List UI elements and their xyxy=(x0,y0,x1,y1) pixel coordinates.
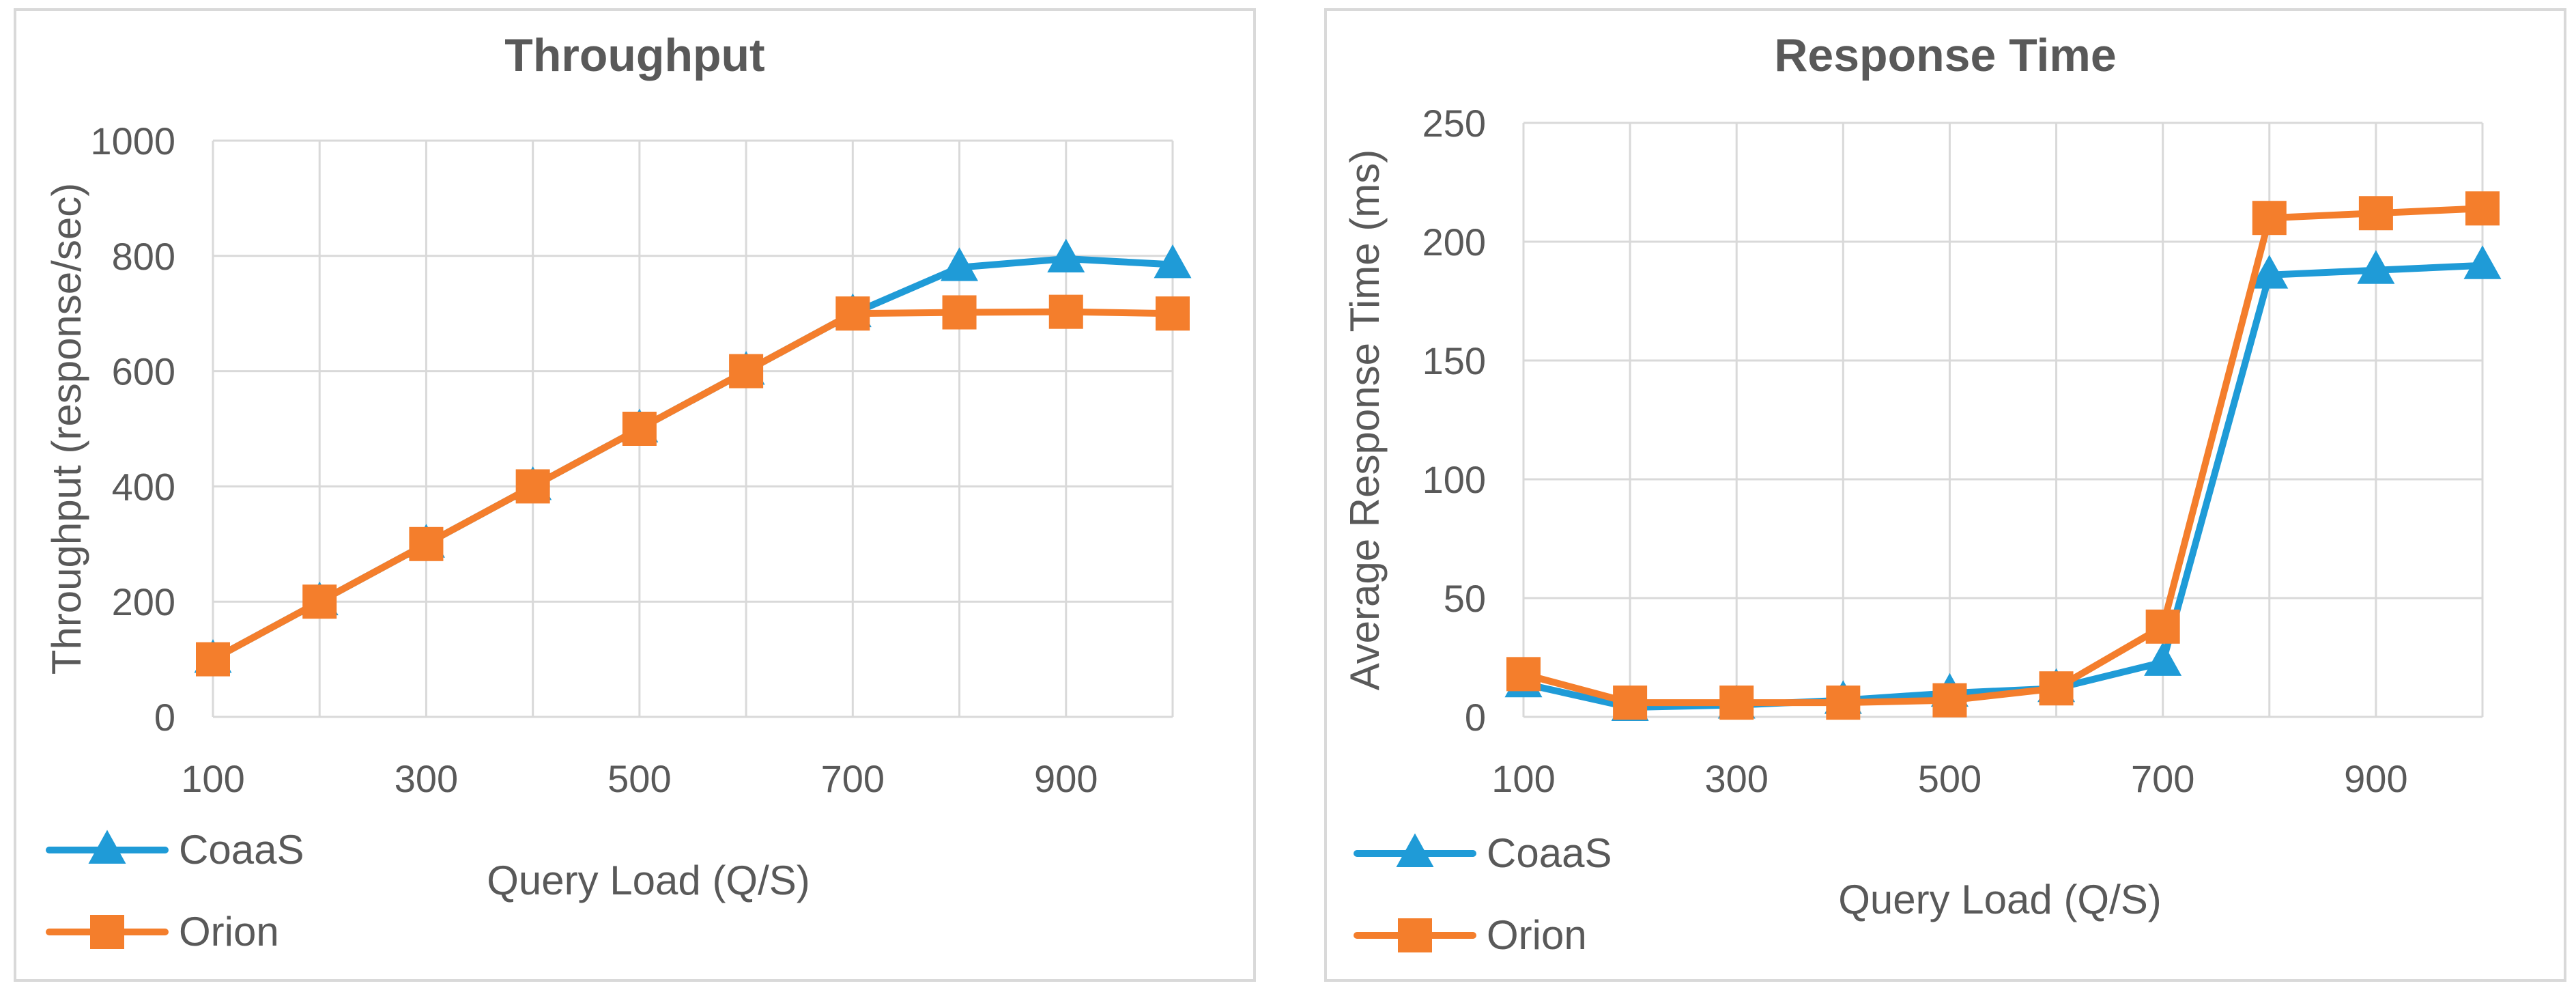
y-tick-label: 0 xyxy=(1465,696,1486,739)
data-point-orion xyxy=(2465,191,2500,226)
x-tick-label: 500 xyxy=(1918,757,1981,800)
x-axis-title: Query Load (Q/S) xyxy=(1838,877,2162,922)
chart-title: Response Time xyxy=(1774,29,2116,81)
x-tick-label: 900 xyxy=(2344,757,2407,800)
x-tick-label: 700 xyxy=(2131,757,2194,800)
legend-label-coaas: CoaaS xyxy=(179,827,304,873)
data-point-coaas xyxy=(1154,244,1192,279)
data-point-coaas xyxy=(2250,255,2289,289)
y-tick-label: 50 xyxy=(1444,577,1486,620)
y-tick-label: 400 xyxy=(112,465,175,508)
data-point-orion xyxy=(1932,683,1967,718)
y-tick-label: 200 xyxy=(112,580,175,623)
data-point-orion xyxy=(1506,657,1541,692)
data-point-orion xyxy=(1156,296,1190,331)
data-point-orion xyxy=(729,354,764,388)
legend-marker-square-icon xyxy=(90,915,124,949)
y-tick-label: 800 xyxy=(112,235,175,278)
chart-panel-1: Throughput 0 200 400 600 800 1000 100 300 500 700 9… xyxy=(14,8,1256,982)
x-tick-label: 300 xyxy=(395,757,458,800)
data-point-orion xyxy=(1048,294,1083,329)
y-tick-label: 200 xyxy=(1422,221,1486,264)
chart-frame xyxy=(14,8,1256,982)
x-tick-label: 500 xyxy=(607,757,671,800)
data-point-orion xyxy=(622,412,657,446)
y-tick-label: 1000 xyxy=(90,119,175,162)
data-point-coaas xyxy=(2357,250,2395,284)
data-point-orion xyxy=(835,296,870,331)
legend-marker-triangle-icon xyxy=(1396,833,1434,867)
chart-title: Throughput xyxy=(504,29,764,81)
legend-marker-square-icon xyxy=(1398,918,1432,952)
chart-frame xyxy=(1324,8,2566,982)
chart-panel-2: Response Time 0 50 100 150 200 250 100 300 500 700… xyxy=(1324,8,2566,982)
legend-label-coaas: CoaaS xyxy=(1487,830,1612,876)
y-tick-label: 600 xyxy=(112,350,175,393)
data-point-orion xyxy=(2039,671,2074,706)
data-point-coaas xyxy=(2144,642,2182,676)
series-line-orion xyxy=(210,308,1176,663)
data-point-coaas xyxy=(2463,245,2502,279)
data-point-coaas xyxy=(941,247,979,281)
x-tick-label: 700 xyxy=(821,757,885,800)
data-point-orion xyxy=(942,295,977,330)
y-tick-label: 150 xyxy=(1422,339,1486,382)
data-point-orion xyxy=(515,469,550,504)
data-point-orion xyxy=(2145,609,2180,644)
y-tick-label: 0 xyxy=(154,696,175,739)
data-point-orion xyxy=(1719,685,1754,720)
data-point-orion xyxy=(196,642,230,677)
series-line-orion xyxy=(1520,205,2486,707)
data-point-coaas xyxy=(1047,238,1085,272)
y-tick-label: 250 xyxy=(1422,102,1486,145)
data-point-orion xyxy=(1613,685,1648,720)
legend-label-orion: Orion xyxy=(179,909,279,954)
x-tick-label: 300 xyxy=(1705,757,1769,800)
y-tick-label: 100 xyxy=(1422,458,1486,501)
data-point-orion xyxy=(409,526,444,561)
series-line-coaas xyxy=(1520,261,2486,711)
data-point-orion xyxy=(2252,201,2287,236)
legend-label-orion: Orion xyxy=(1487,912,1587,958)
data-point-orion xyxy=(302,584,337,619)
x-tick-label: 900 xyxy=(1034,757,1098,800)
legend-marker-triangle-icon xyxy=(88,830,126,864)
x-tick-label: 100 xyxy=(181,757,244,800)
y-axis-title: Throughput (response/sec) xyxy=(44,183,89,675)
x-axis-title: Query Load (Q/S) xyxy=(487,858,810,903)
y-axis-title: Average Response Time (ms) xyxy=(1342,150,1388,691)
data-point-orion xyxy=(1826,685,1861,720)
data-point-orion xyxy=(2358,196,2393,231)
x-tick-label: 100 xyxy=(1491,757,1555,800)
